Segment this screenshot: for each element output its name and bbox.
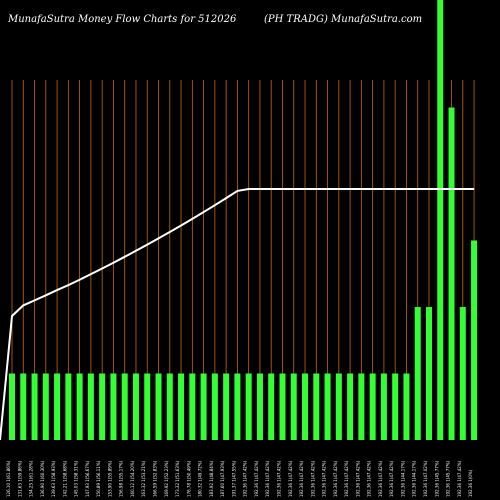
volume-bar <box>211 373 218 440</box>
x-tick-label: 192.36 1(47.42%) <box>254 460 259 497</box>
x-tick-label: 192.36 1(47.42%) <box>310 460 315 497</box>
x-tick-label: 139.63 1(58.93%) <box>51 460 56 497</box>
volume-bar <box>414 307 421 440</box>
volume-bar <box>313 373 320 440</box>
volume-bar <box>223 373 230 440</box>
x-tick-label: 145.03 1(58.31%) <box>74 460 79 497</box>
x-tick-label: 192.36 1(47.42%) <box>378 460 383 497</box>
x-tick-labels: 126.10 1(61.86%) 131.63 1(59.86%) 134.25 1… <box>6 460 473 497</box>
volume-bar <box>471 240 478 440</box>
x-tick-label: 153.90 1(55.89%) <box>107 460 112 497</box>
x-tick-label: 163.32 1(53.21%) <box>141 460 146 497</box>
volume-bar <box>268 373 275 440</box>
volume-bar <box>144 373 151 440</box>
volume-bar <box>178 373 185 440</box>
x-tick-label: 166.59 1(52.83%) <box>153 460 158 497</box>
x-tick-label: 192.36 1(47.42%) <box>288 460 293 497</box>
volume-bar <box>42 373 49 440</box>
x-tick-label: 192.36 1(47.42%) <box>276 460 281 497</box>
volume-bar <box>189 373 196 440</box>
x-tick-label: 173.32 1(51.63%) <box>175 460 180 497</box>
volume-bar <box>392 373 399 440</box>
x-tick-label: 131.63 1(59.86%) <box>17 460 22 497</box>
volume-bar <box>20 373 27 440</box>
x-tick-label: 192.36 1(47.42%) <box>265 460 270 497</box>
volume-bar <box>369 373 376 440</box>
volume-bar <box>403 373 410 440</box>
volume-bar <box>459 307 466 440</box>
x-tick-label: 169.92 1(52.23%) <box>164 460 169 497</box>
volume-bar <box>234 373 241 440</box>
x-tick-label: 192.36 1(44.17%) <box>400 460 405 497</box>
price-line <box>0 188 475 441</box>
x-tick-label: 192.36 1(47.42%) <box>243 460 248 497</box>
volume-bar <box>166 373 173 440</box>
volume-bar <box>380 373 387 440</box>
x-tick-label: 192.36 1(44.17%) <box>412 460 417 497</box>
volume-bar <box>358 373 365 440</box>
x-tick-label: 191.37 1(47.55%) <box>231 460 236 497</box>
volume-bar <box>279 373 286 440</box>
x-tick-label: 192.36 1(47.42%) <box>457 460 462 497</box>
volume-bar <box>302 373 309 440</box>
x-tick-label: 192.36 1(45.77%) <box>434 460 439 497</box>
x-tick-label: 192.36 1(47.42%) <box>322 460 327 497</box>
x-tick-label: 192.36 1(45.77%) <box>446 460 451 497</box>
x-tick-label: 134.25 1(61.28%) <box>29 460 34 497</box>
chart-subtitle: (PH TRADG) MunafaSutra.com <box>264 14 422 25</box>
x-tick-label: 187.60 1(47.93%) <box>220 460 225 497</box>
volume-bar <box>155 373 162 440</box>
volume-bar <box>437 0 444 440</box>
x-tick-label: 192.36 1(0%) <box>468 469 473 497</box>
volume-bar <box>335 373 342 440</box>
x-tick-label: 192.36 1(47.42%) <box>355 460 360 497</box>
volume-bar <box>121 373 128 440</box>
volume-bar <box>132 373 139 440</box>
x-tick-label: 156.98 1(55.17%) <box>119 460 124 497</box>
volume-bar <box>324 373 331 440</box>
x-tick-label: 142.21 1(58.68%) <box>62 460 67 497</box>
x-tick-label: 192.36 1(47.42%) <box>344 460 349 497</box>
volume-bar <box>290 373 297 440</box>
chart-title: MunafaSutra Money Flow Charts for 512026 <box>7 14 237 25</box>
volume-bar <box>76 373 83 440</box>
x-tick-label: 192.36 1(47.02%) <box>423 460 428 497</box>
volume-bar <box>256 373 263 440</box>
x-tick-label: 147.93 1(56.67%) <box>85 460 90 497</box>
volume-bar <box>87 373 94 440</box>
x-tick-label: 183.92 1(48.84%) <box>209 460 214 497</box>
volume-bar <box>9 373 15 440</box>
x-tick-label: 192.36 1(47.42%) <box>367 460 372 497</box>
volume-bar <box>425 307 432 440</box>
x-tick-label: 136.90 1(60.30%) <box>40 460 45 497</box>
x-tick-label: 192.36 1(47.42%) <box>299 460 304 497</box>
x-tick-label: 192.36 1(47.42%) <box>333 460 338 497</box>
x-tick-label: 192.36 1(47.42%) <box>389 460 394 497</box>
x-tick-label: 150.89 1(56.11%) <box>96 460 101 497</box>
x-tick-label: 180.32 1(49.72%) <box>198 460 203 497</box>
bar-series <box>9 0 478 440</box>
volume-bar <box>110 373 117 440</box>
volume-bar <box>65 373 72 440</box>
volume-bar <box>245 373 252 440</box>
volume-bar <box>347 373 354 440</box>
x-tick-label: 160.12 1(54.20%) <box>130 460 135 497</box>
x-tick-label: 176.78 1(50.49%) <box>186 460 191 497</box>
volume-bar <box>448 107 455 440</box>
volume-bar <box>99 373 106 440</box>
volume-bar <box>200 373 207 440</box>
x-tick-label: 126.10 1(61.86%) <box>6 460 11 497</box>
volume-bar <box>31 373 38 440</box>
volume-bar <box>54 373 61 440</box>
price-line-series <box>0 188 475 441</box>
